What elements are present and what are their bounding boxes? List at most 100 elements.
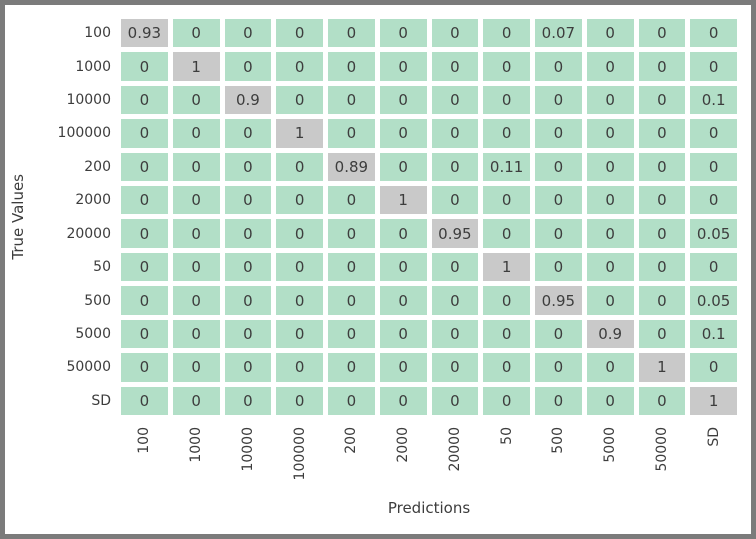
heatmap-cell: 0 [483, 353, 530, 382]
heatmap-cell: 1 [172, 52, 220, 81]
heatmap-cell: 1 [379, 186, 427, 215]
heatmap-cell: 0.95 [431, 219, 479, 248]
heatmap-grid: 0.93 0 0 0 0 0 0 0 0.07 0 0 0 0 1 0 0 0 0 0 0 0 0 0 0 0 0 0.9 0 0 0 0 0… [121, 19, 737, 415]
heatmap-cell: 0 [276, 186, 323, 215]
x-tick-label: 100 [136, 427, 153, 454]
y-tick-label: SD [91, 392, 111, 409]
heatmap-cell: 0 [690, 19, 737, 48]
heatmap-cell: 0 [172, 319, 220, 349]
heatmap-cell: 0 [121, 219, 168, 248]
heatmap-cell: 0 [121, 52, 168, 81]
heatmap-cell: 1 [483, 252, 530, 282]
heatmap-cell: 0 [276, 219, 323, 248]
heatmap-cell: 0 [224, 319, 272, 349]
heatmap-cell: 0 [535, 119, 582, 148]
heatmap-cell: 0 [638, 186, 686, 215]
heatmap-cell: 0 [638, 219, 686, 248]
heatmap-cell: 0 [224, 353, 272, 382]
heatmap-cell: 0 [586, 353, 634, 382]
heatmap-cell: 0 [535, 252, 582, 282]
heatmap-cell: 0 [690, 152, 737, 182]
heatmap-cell: 0 [328, 252, 375, 282]
y-tick-label: 500 [84, 292, 111, 309]
heatmap-cell: 0 [172, 119, 220, 148]
heatmap-cell: 0 [483, 219, 530, 248]
heatmap-cell: 0.05 [690, 286, 737, 315]
heatmap-cell: 0.89 [328, 152, 375, 182]
heatmap-cell: 0 [379, 85, 427, 115]
heatmap-cell: 0 [276, 319, 323, 349]
heatmap-cell: 0 [224, 386, 272, 415]
heatmap-cell: 0 [586, 252, 634, 282]
heatmap-cell: 0 [328, 319, 375, 349]
heatmap-cell: 0 [328, 119, 375, 148]
heatmap-cell: 0 [328, 52, 375, 81]
y-tick-label: 1000 [75, 58, 111, 75]
y-tick-label: 50 [93, 259, 111, 276]
heatmap-cell: 0 [224, 219, 272, 248]
heatmap-cell: 0 [535, 186, 582, 215]
heatmap-cell: 0 [483, 119, 530, 148]
heatmap-cell: 0 [586, 186, 634, 215]
heatmap-cell: 0 [535, 353, 582, 382]
heatmap-cell: 0 [379, 119, 427, 148]
heatmap-cell: 0 [638, 286, 686, 315]
heatmap-cell: 0 [586, 386, 634, 415]
heatmap-cell: 0.1 [690, 85, 737, 115]
heatmap-cell: 0 [172, 19, 220, 48]
heatmap-cell: 0.93 [121, 19, 168, 48]
heatmap-cell: 0 [586, 152, 634, 182]
y-tick-label: 2000 [75, 192, 111, 209]
heatmap-cell: 0 [431, 19, 479, 48]
heatmap-cell: 0 [224, 119, 272, 148]
heatmap-cell: 0 [483, 19, 530, 48]
heatmap-cell: 0 [172, 85, 220, 115]
heatmap-cell: 0 [638, 85, 686, 115]
y-tick-label: 20000 [66, 225, 111, 242]
heatmap-cell: 0 [483, 319, 530, 349]
heatmap-cell: 0 [431, 52, 479, 81]
heatmap-cell: 0 [121, 85, 168, 115]
heatmap-cell: 0 [431, 252, 479, 282]
heatmap-cell: 0 [431, 119, 479, 148]
heatmap-cell: 0 [224, 52, 272, 81]
x-tick-label: 20000 [446, 427, 463, 472]
heatmap-cell: 0 [276, 286, 323, 315]
heatmap-cell: 0 [638, 386, 686, 415]
heatmap-cell: 0 [121, 286, 168, 315]
y-axis-tick-labels: 100 1000 10000 100000 200 2000 20000 50 500 5000 5… [31, 19, 121, 415]
heatmap-cell: 0 [586, 219, 634, 248]
heatmap-cell: 0 [431, 85, 479, 115]
heatmap-cell: 0 [328, 286, 375, 315]
heatmap-cell: 0 [379, 152, 427, 182]
y-tick-label: 100 [84, 25, 111, 42]
heatmap-cell: 0 [535, 319, 582, 349]
heatmap-cell: 0 [690, 186, 737, 215]
heatmap-cell: 0 [172, 286, 220, 315]
heatmap-cell: 0 [276, 52, 323, 81]
x-tick-label: 1000 [188, 427, 205, 463]
x-tick-label: 10000 [239, 427, 256, 472]
heatmap-cell: 1 [638, 353, 686, 382]
heatmap-cell: 0 [276, 353, 323, 382]
heatmap-cell: 0 [690, 52, 737, 81]
heatmap-cell: 0 [379, 353, 427, 382]
heatmap-cell: 0 [276, 152, 323, 182]
heatmap-cell: 0 [328, 386, 375, 415]
x-tick-label: 100000 [291, 427, 308, 481]
chart-area: True Values 100 1000 10000 100000 200 2000 200… [5, 5, 751, 534]
heatmap-cell: 0 [586, 85, 634, 115]
heatmap-cell: 0 [276, 386, 323, 415]
heatmap-cell: 0.1 [690, 319, 737, 349]
heatmap-cell: 0 [121, 119, 168, 148]
heatmap-cell: 0 [379, 19, 427, 48]
heatmap-cell: 0 [535, 219, 582, 248]
heatmap-cell: 0.9 [224, 85, 272, 115]
heatmap-cell: 0.05 [690, 219, 737, 248]
heatmap-cell: 0 [638, 252, 686, 282]
heatmap-cell: 0 [483, 386, 530, 415]
heatmap-cell: 0 [224, 286, 272, 315]
x-tick-label: 500 [550, 427, 567, 454]
heatmap-cell: 0 [431, 186, 479, 215]
